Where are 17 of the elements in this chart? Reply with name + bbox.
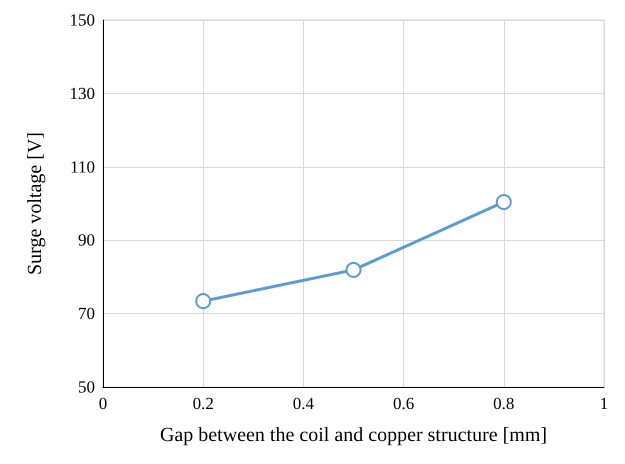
x-tick-label: 0.6 bbox=[392, 394, 414, 413]
y-tick-label: 130 bbox=[70, 84, 95, 103]
x-tick-label: 0 bbox=[98, 394, 108, 413]
y-axis-title: Surge voltage [V] bbox=[24, 132, 46, 275]
point bbox=[346, 262, 362, 278]
x-tick-label: 0.2 bbox=[192, 394, 214, 413]
point bbox=[496, 194, 512, 210]
x-tick-label: 0.8 bbox=[493, 394, 514, 413]
y-tick-label: 50 bbox=[78, 378, 95, 396]
y-tick-label: 70 bbox=[78, 304, 95, 324]
x-axis-title: Gap between the coil and copper structure [mm] bbox=[160, 424, 548, 446]
y-tick-label: 110 bbox=[70, 157, 95, 176]
y-tick-label: 150 bbox=[70, 10, 95, 30]
x-tick-label: 0.4 bbox=[292, 394, 315, 413]
point bbox=[195, 293, 212, 310]
y-tick-label: 90 bbox=[78, 230, 95, 250]
x-tick-label: 1 bbox=[600, 394, 608, 413]
